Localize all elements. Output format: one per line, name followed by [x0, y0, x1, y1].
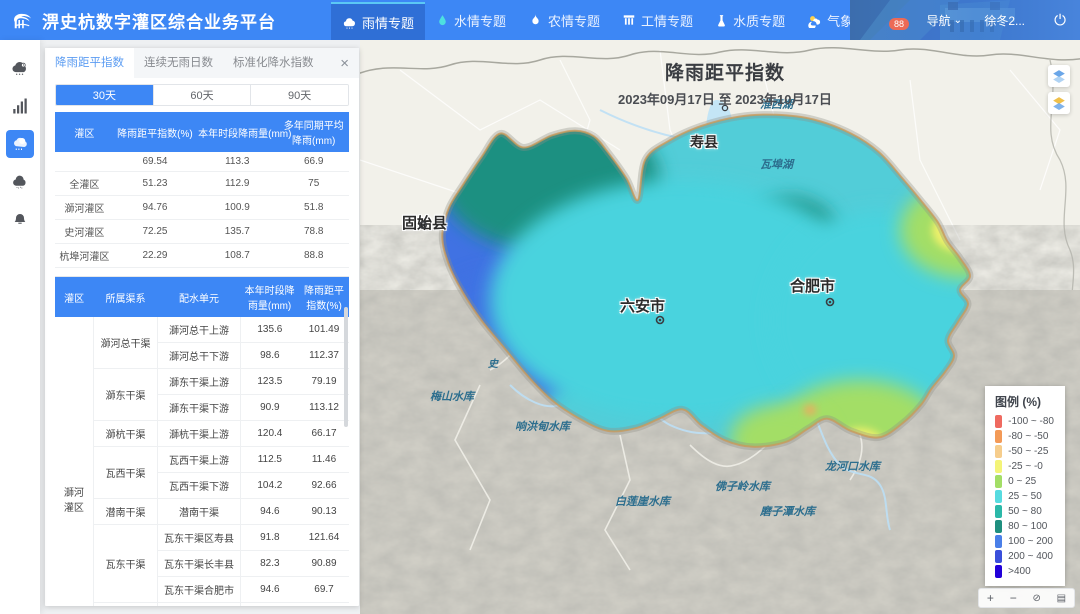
svg-text:梅山水库: 梅山水库 [430, 390, 476, 403]
svg-text:响洪甸水库: 响洪甸水库 [515, 420, 572, 433]
svg-text:佛子岭水库: 佛子岭水库 [715, 480, 772, 493]
svg-text:龙河口水库: 龙河口水库 [824, 460, 882, 473]
svg-text:白莲崖水库: 白莲崖水库 [615, 495, 672, 508]
svg-text:磨子潭水库: 磨子潭水库 [759, 505, 817, 518]
svg-text:瓦埠湖: 瓦埠湖 [760, 158, 795, 171]
svg-text:史: 史 [488, 358, 499, 370]
